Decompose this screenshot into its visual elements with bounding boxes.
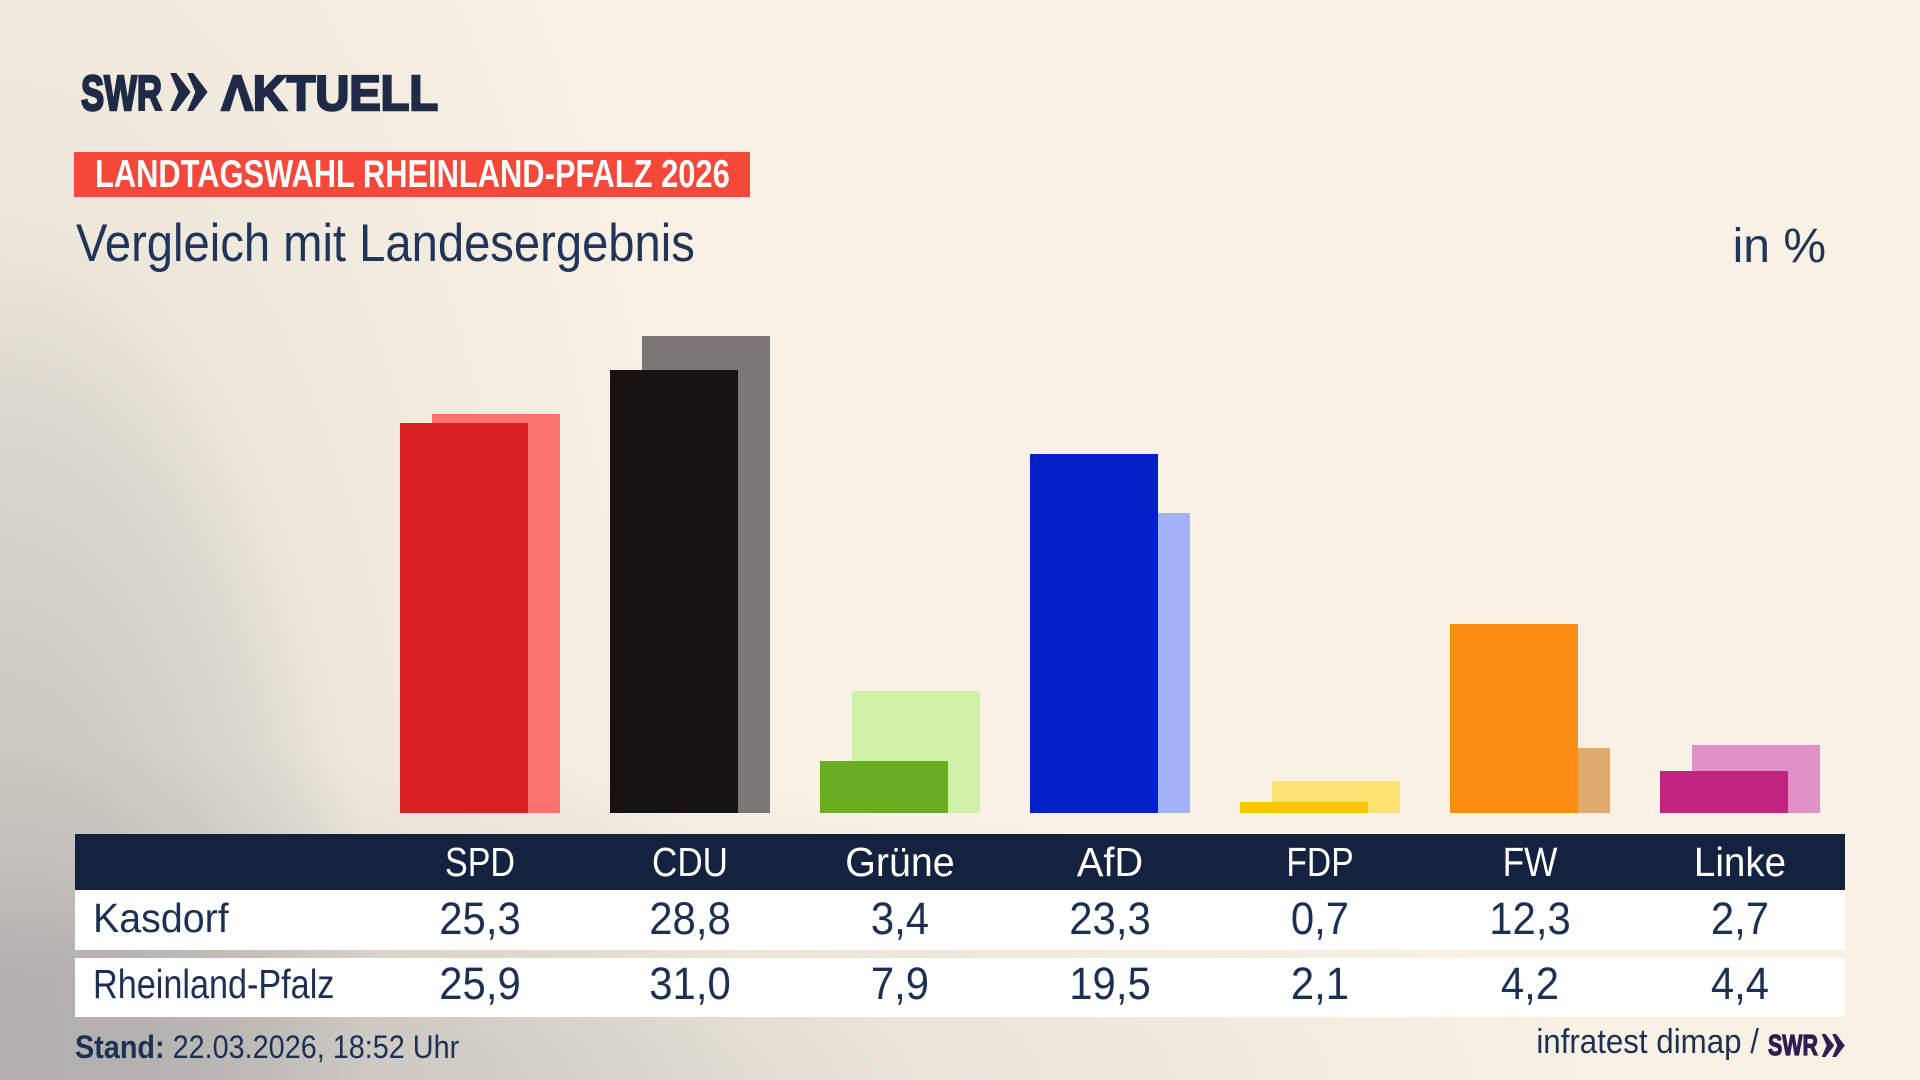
svg-text:ΛKTUELL: ΛKTUELL [222, 72, 439, 118]
svg-text:SWR: SWR [81, 72, 162, 118]
svg-text:SWR: SWR [1768, 1034, 1818, 1057]
